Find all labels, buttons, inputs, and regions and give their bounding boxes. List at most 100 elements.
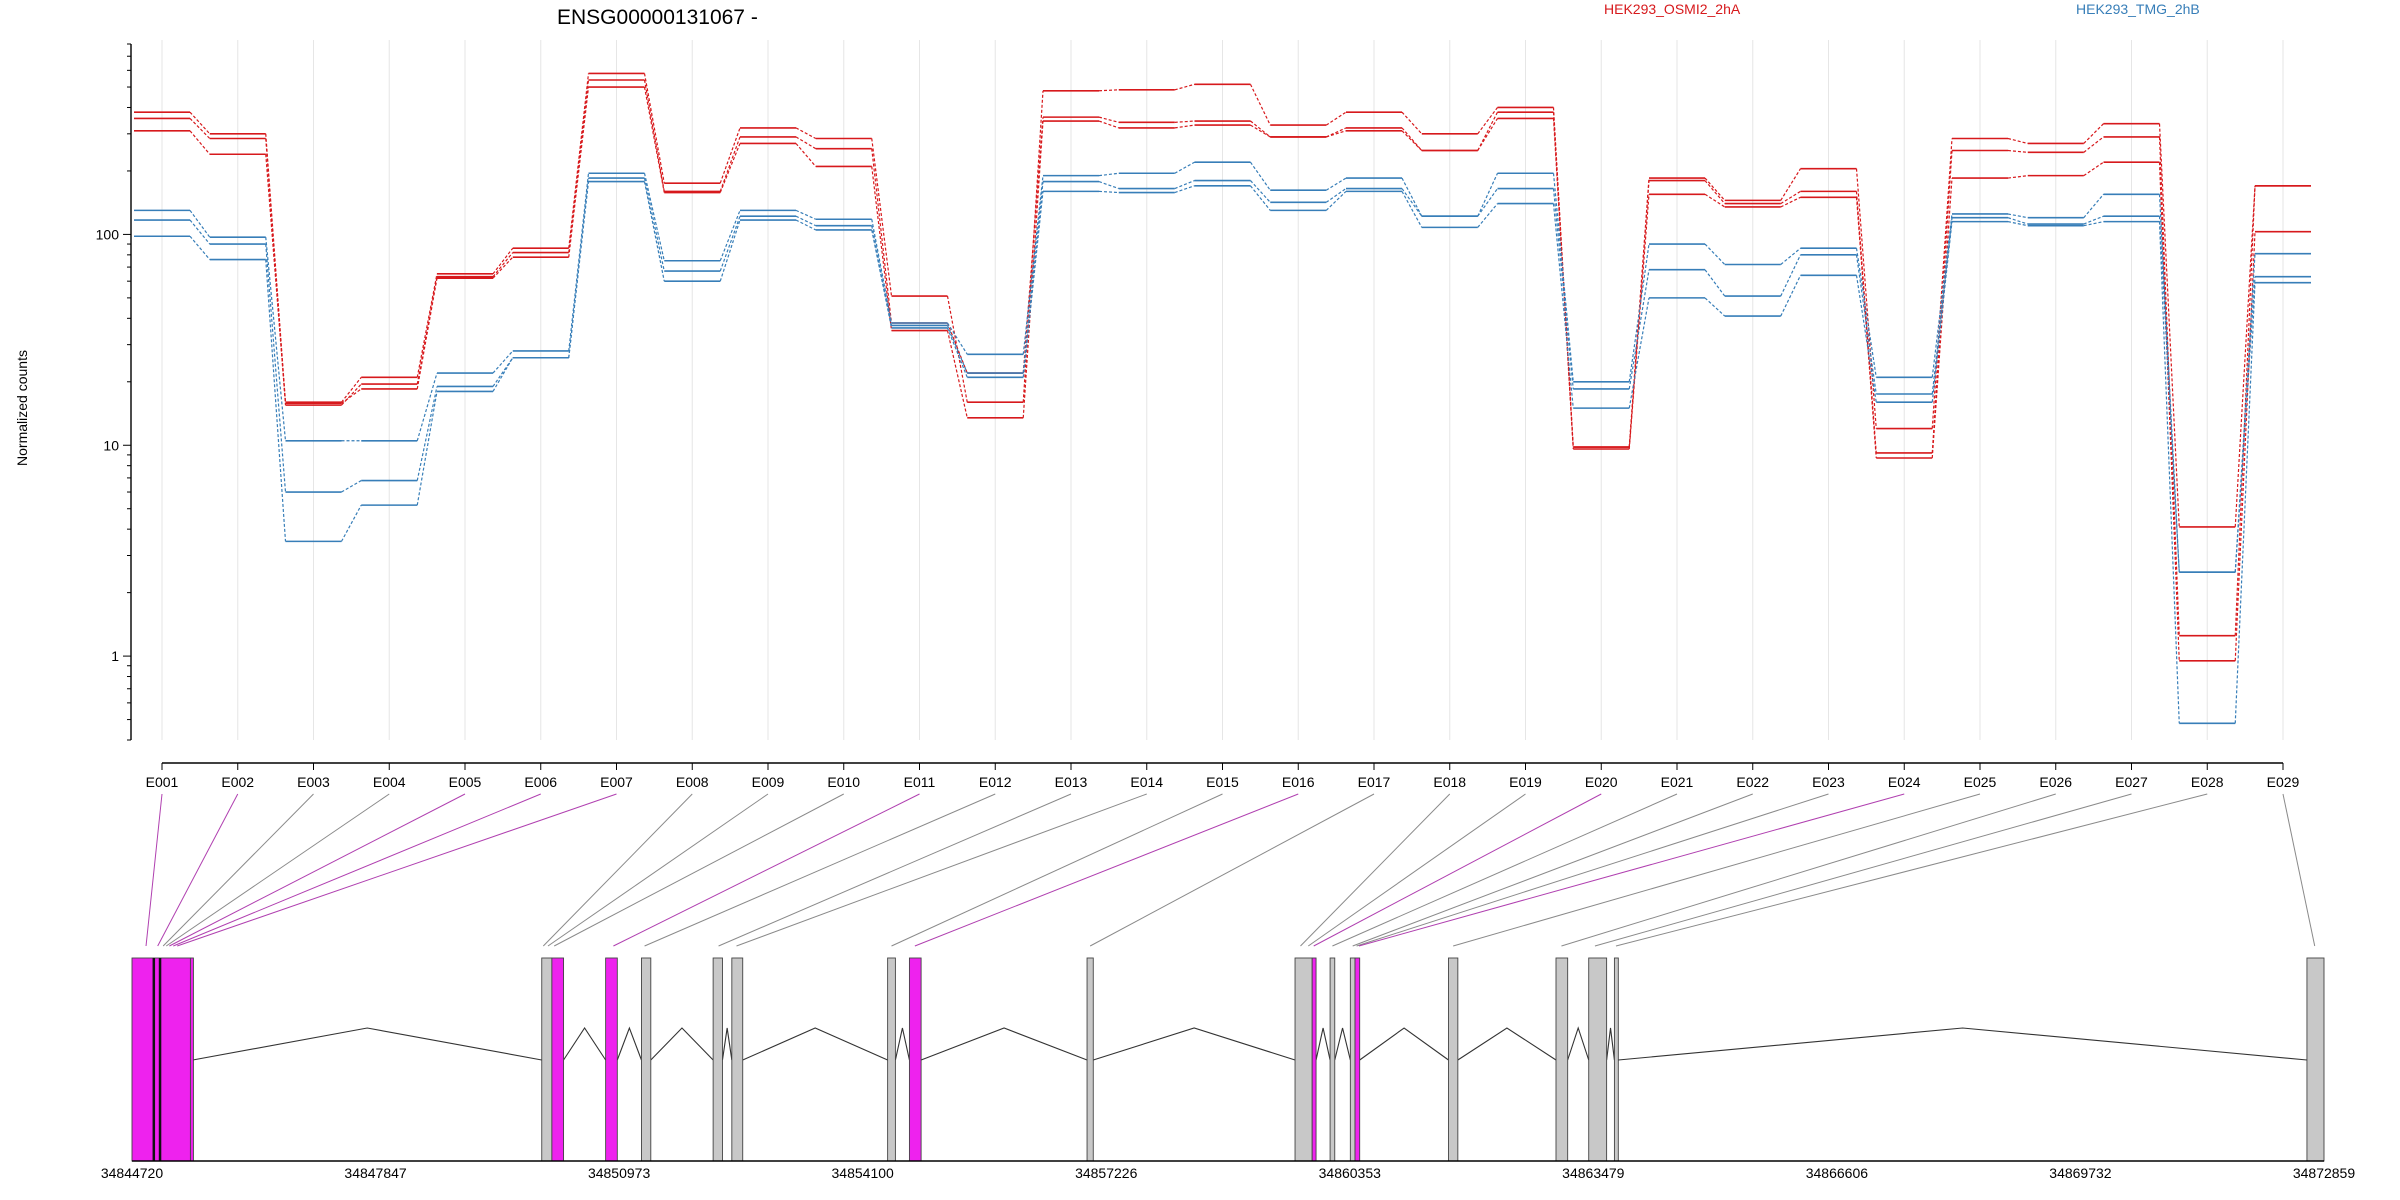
link-E006 (173, 793, 541, 947)
transition-E027 (2158, 136, 2180, 636)
link-E008 (542, 793, 693, 947)
transition-E007 (643, 173, 665, 261)
link-E001 (145, 793, 163, 947)
transition-E028 (2234, 253, 2256, 573)
transition-E024 (1931, 213, 1953, 378)
transition-E011 (946, 325, 968, 374)
transition-E013 (1098, 181, 1119, 190)
transition-E007 (643, 73, 665, 184)
transition-E014 (1174, 120, 1195, 123)
link-E004 (165, 793, 390, 947)
transition-E028 (2234, 231, 2256, 661)
transition-E004 (416, 273, 438, 378)
x-tick-label-E005: E005 (449, 774, 482, 790)
transition-E026 (2083, 161, 2104, 177)
transition-E007 (643, 177, 665, 272)
transition-E023 (1855, 275, 1877, 403)
series-HEK293_OSMI2_2hA-0 (134, 72, 2311, 528)
transition-E013 (1098, 190, 1119, 194)
exon-block (1588, 957, 1608, 1162)
transition-E022 (1780, 168, 1802, 201)
x-tick-label-E007: E007 (600, 774, 633, 790)
transition-E019 (1552, 203, 1574, 409)
x-tick-label-E002: E002 (221, 774, 254, 790)
x-tick-label-E021: E021 (1661, 774, 1694, 790)
link-E024 (1358, 793, 1905, 947)
link-E021 (1332, 793, 1678, 947)
link-E015 (891, 793, 1223, 947)
exon-block (1086, 957, 1094, 1162)
legend-entry-tmg: HEK293_TMG_2hB (2076, 1, 2200, 17)
exon-block (731, 957, 744, 1162)
link-E029 (2282, 793, 2316, 947)
intron-line (742, 1027, 888, 1061)
genomic-tick-label: 34872859 (2293, 1165, 2356, 1181)
genomic-tick-label: 34847847 (344, 1165, 407, 1181)
intron-line (1334, 1027, 1351, 1061)
transition-E028 (2234, 282, 2256, 724)
transition-E002 (265, 244, 287, 493)
intron-line (920, 1027, 1088, 1061)
transition-E026 (2083, 215, 2104, 225)
transition-E003 (340, 504, 362, 542)
transition-E008 (719, 127, 741, 184)
transition-E008 (719, 219, 741, 282)
transition-E018 (1477, 107, 1498, 135)
transition-E020 (1628, 194, 1650, 450)
intron-line (1315, 1027, 1331, 1061)
transition-E007 (643, 79, 665, 192)
transition-E025 (2007, 221, 2028, 227)
exon-block-highlighted (551, 957, 565, 1162)
exon-block-highlighted (131, 957, 155, 1162)
genomic-tick-label: 34857226 (1075, 1165, 1138, 1181)
intron-line (1093, 1027, 1296, 1061)
transition-E004 (416, 391, 438, 506)
intron-line (1618, 1027, 2307, 1061)
transition-E016 (1325, 188, 1347, 203)
x-tick-label-E026: E026 (2039, 774, 2072, 790)
transition-E008 (719, 143, 741, 193)
series-HEK293_TMG_2hB-3 (134, 161, 2311, 573)
transition-E016 (1325, 111, 1347, 126)
genomic-tick-label: 34869732 (2049, 1165, 2112, 1181)
transition-E024 (1931, 221, 1953, 403)
exon-block-highlighted (1311, 957, 1317, 1162)
transition-E002 (265, 259, 287, 542)
transition-E014 (1174, 83, 1195, 91)
transition-E010 (871, 138, 893, 297)
x-tick-label-E024: E024 (1888, 774, 1921, 790)
intron-line (616, 1026, 642, 1061)
transition-E001 (189, 117, 211, 139)
transition-E023 (1855, 168, 1877, 429)
transition-E022 (1780, 247, 1801, 265)
exon-block (541, 957, 553, 1162)
transition-E009 (795, 219, 817, 231)
transition-E023 (1855, 254, 1877, 395)
x-tick-label-E029: E029 (2267, 774, 2300, 790)
link-E027 (1594, 793, 2132, 947)
transition-E009 (795, 127, 817, 140)
transition-E020 (1628, 297, 1650, 409)
exon-block (1613, 957, 1619, 1162)
transition-E022 (1780, 254, 1802, 297)
transition-E002 (265, 237, 287, 441)
exon-block-highlighted (189, 957, 194, 1162)
transition-E005 (492, 350, 514, 374)
x-tick-label-E015: E015 (1206, 774, 1239, 790)
transition-E018 (1477, 203, 1498, 228)
transition-E027 (2158, 194, 2180, 573)
transition-E022 (1780, 196, 1801, 208)
transition-E014 (1174, 180, 1195, 190)
intron-line (1606, 1027, 1615, 1061)
transition-E003 (341, 383, 362, 406)
x-tick-label-E003: E003 (297, 774, 330, 790)
transition-E016 (1326, 130, 1347, 138)
link-E003 (162, 793, 314, 947)
transition-E026 (2083, 221, 2104, 227)
transition-E010 (871, 225, 893, 326)
x-tick-label-E028: E028 (2191, 774, 2224, 790)
transition-E005 (492, 252, 514, 278)
exon-axis: E001 E002 E003 E004 E005 E006 E007 E008 E009 E010… (146, 762, 2300, 790)
transition-E007 (643, 181, 665, 282)
transition-E019 (1552, 188, 1574, 389)
